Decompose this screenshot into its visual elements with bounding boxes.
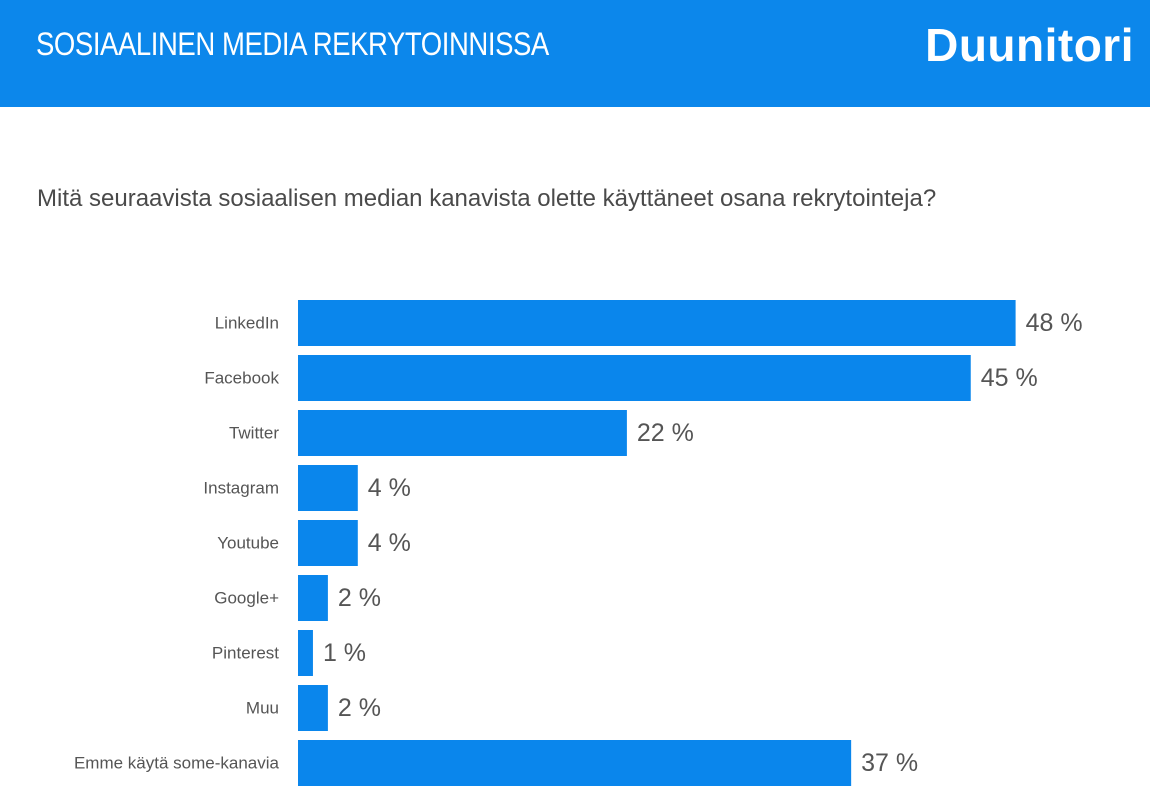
value-label: 48 % bbox=[1026, 309, 1083, 337]
category-label: Facebook bbox=[204, 369, 279, 388]
page-title: SOSIAALINEN MEDIA REKRYTOINNISSA bbox=[36, 26, 549, 62]
bar-3 bbox=[298, 465, 358, 511]
category-label: Instagram bbox=[203, 479, 279, 498]
category-label: Twitter bbox=[229, 424, 279, 443]
value-label: 22 % bbox=[637, 419, 694, 447]
bar-1 bbox=[298, 355, 971, 401]
bar-7 bbox=[298, 685, 328, 731]
bar-8 bbox=[298, 740, 852, 786]
value-label: 2 % bbox=[338, 584, 381, 612]
category-label: Youtube bbox=[217, 534, 279, 553]
value-label: 37 % bbox=[861, 749, 918, 777]
category-label: Muu bbox=[246, 699, 279, 718]
value-label: 2 % bbox=[338, 694, 381, 722]
category-label: Google+ bbox=[214, 589, 279, 608]
header-bar: SOSIAALINEN MEDIA REKRYTOINNISSA Duunito… bbox=[0, 0, 1150, 107]
category-label: Pinterest bbox=[212, 644, 279, 663]
category-label: LinkedIn bbox=[215, 314, 279, 333]
value-label: 4 % bbox=[368, 474, 411, 502]
bar-4 bbox=[298, 520, 358, 566]
value-label: 1 % bbox=[323, 639, 366, 667]
bar-2 bbox=[298, 410, 627, 456]
value-label: 45 % bbox=[981, 364, 1038, 392]
bar-0 bbox=[298, 300, 1016, 346]
bar-6 bbox=[298, 630, 313, 676]
chart-question: Mitä seuraavista sosiaalisen median kana… bbox=[37, 185, 937, 212]
bar-5 bbox=[298, 575, 328, 621]
value-label: 4 % bbox=[368, 529, 411, 557]
duunitori-logo[interactable]: Duunitori bbox=[925, 19, 1134, 71]
category-label: Emme käytä some-kanavia bbox=[74, 754, 280, 773]
